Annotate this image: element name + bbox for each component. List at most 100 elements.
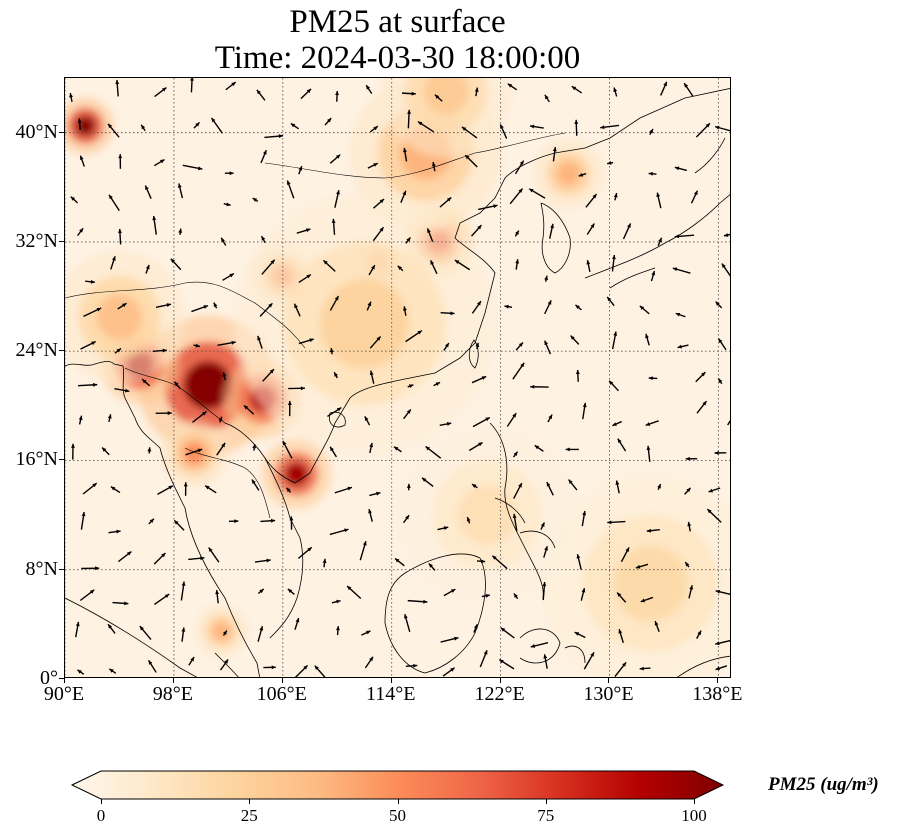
wind-arrow [466,516,471,524]
latitude-tick-label: 24°N [15,339,58,362]
wind-arrow [80,340,97,350]
wind-arrow [534,444,544,452]
wind-arrow [155,411,172,416]
wind-arrow [544,94,550,103]
wind-arrow [512,451,519,458]
wind-arrow [296,228,311,234]
wind-arrow [335,91,340,102]
wind-arrow [185,448,203,456]
wind-arrow [222,630,228,636]
colorbar-label: PM25 (ug/m³) [768,774,879,795]
wind-arrow [617,438,627,452]
wind-arrow [568,479,578,491]
wind-arrow [439,421,452,426]
wind-arrow [225,81,237,91]
wind-arrow [190,78,194,93]
wind-arrow [115,79,120,97]
wind-arrow [224,171,234,176]
wind-arrow [674,234,695,239]
wind-arrow [324,117,332,126]
wind-arrow [498,658,515,670]
longitude-tick-mark [717,678,719,683]
wind-arrow [213,302,218,309]
wind-arrow [257,588,265,595]
wind-arrow [260,235,266,244]
wind-arrow [191,304,209,313]
pm25-hotspot [183,361,232,410]
wind-arrow [77,669,85,675]
longitude-tick-label: 98°E [152,683,193,705]
map-canvas [65,78,730,677]
coastlines [65,88,730,677]
wind-arrow [259,302,273,317]
wind-arrow [499,124,508,139]
wind-arrow [439,196,452,208]
wind-arrow [481,593,491,598]
wind-arrow [615,480,620,494]
wind-arrow [110,486,121,494]
wind-arrow [173,381,181,390]
wind-arrow [405,237,411,244]
wind-arrow [373,198,385,209]
wind-arrow [256,89,266,101]
wind-arrow [715,589,730,595]
wind-arrow [297,546,313,559]
wind-arrow [696,630,702,639]
wind-arrow [433,381,441,387]
wind-arrow [656,192,662,209]
wind-arrow [193,343,201,348]
wind-arrow [639,305,650,315]
wind-arrow [440,636,459,643]
wind-arrow [188,656,195,666]
wind-arrow [157,485,174,495]
wind-arrow [640,596,654,603]
wind-arrow [368,508,373,522]
wind-arrow [645,333,650,346]
wind-arrow [583,651,595,670]
wind-arrow [148,518,155,525]
wind-arrow [715,639,730,646]
wind-arrow [635,563,649,569]
longitude-tick-label: 106°E [256,683,307,705]
wind-arrow [329,154,341,164]
pm25-hotspot [612,545,688,621]
wind-arrow [80,511,86,530]
wind-arrow [367,162,379,169]
longitude-tick-label: 114°E [365,683,416,705]
wind-arrow [546,481,554,496]
wind-arrow [607,520,626,525]
colorbar-tick-mark [101,799,102,804]
wind-arrow [542,581,547,601]
wind-arrow [208,547,220,563]
wind-arrow [222,273,235,281]
wind-arrow [513,593,519,600]
wind-arrow [612,420,622,427]
wind-arrow [500,627,515,639]
colorbar [70,770,725,800]
longitude-tick-mark [172,678,174,683]
wind-arrow [509,188,524,205]
longitude-tick-label: 122°E [474,683,525,705]
wind-arrow [173,519,185,531]
wind-arrow [582,402,587,420]
wind-arrow [491,555,508,570]
wind-arrow [620,547,630,563]
wind-vectors [69,78,730,677]
wind-arrow [155,303,172,308]
wind-arrow [364,656,374,669]
wind-arrow [147,659,157,673]
wind-arrow [220,237,227,246]
wind-arrow [461,126,478,139]
wind-arrow [334,190,340,208]
wind-arrow [147,447,152,454]
wind-arrow [547,414,553,423]
wind-arrow [107,123,120,138]
wind-arrow [82,482,98,495]
colorbar-tick-label: 75 [537,806,555,825]
wind-arrow [474,87,479,97]
wind-arrow [543,654,548,669]
wind-arrow [154,86,167,98]
colorbar-tick-label: 50 [389,806,406,825]
wind-arrow [81,566,100,571]
graticule [65,78,730,677]
